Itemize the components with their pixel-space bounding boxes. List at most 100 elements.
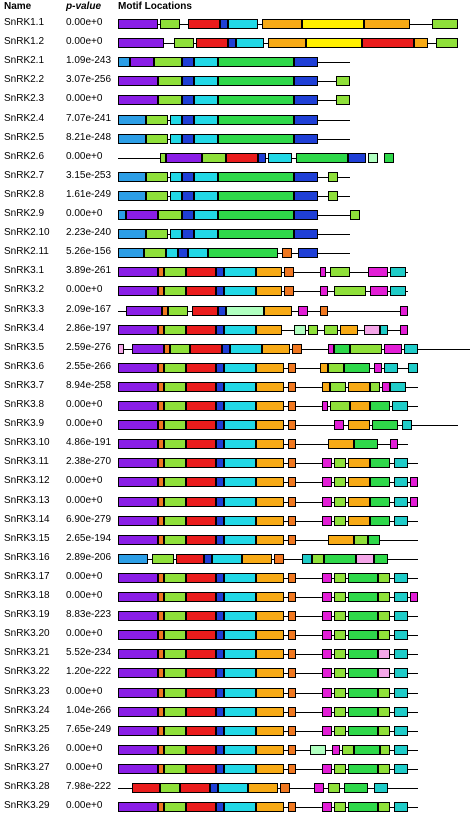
motif-block: [394, 763, 408, 774]
motif-block: [118, 802, 158, 813]
motif-block: [356, 553, 374, 564]
motif-block: [380, 744, 390, 755]
motif-block: [186, 744, 216, 755]
motif-block: [158, 725, 164, 736]
motif-block: [384, 152, 394, 163]
motif-block: [328, 362, 344, 373]
motif-block: [186, 381, 216, 392]
motif-block: [288, 458, 296, 469]
motif-block: [256, 706, 284, 717]
motif-block: [256, 630, 284, 641]
motif-block: [118, 458, 158, 469]
gene-name: SnRK3.19: [4, 609, 50, 621]
motif-block: [118, 248, 144, 259]
motif-block: [228, 19, 258, 29]
motif-block: [154, 57, 182, 68]
motif-block: [118, 401, 158, 411]
p-value: 2.86e-197: [66, 322, 112, 334]
motif-block: [382, 381, 390, 392]
p-value: 0.00e+0: [66, 36, 103, 48]
motif-block: [282, 248, 292, 259]
motif-block: [158, 210, 182, 220]
motif-block: [334, 477, 346, 488]
motif-block: [170, 229, 182, 240]
p-value: 0.00e+0: [66, 93, 103, 105]
p-value: 2.89e-206: [66, 551, 112, 563]
motif-block: [370, 477, 390, 488]
motif-block: [328, 343, 334, 354]
motif-block: [322, 706, 332, 717]
motif-block: [248, 783, 278, 793]
motif-block: [118, 649, 158, 660]
gene-name: SnRK2.2: [4, 74, 45, 86]
motif-block: [186, 267, 216, 278]
motif-block: [216, 439, 224, 450]
motif-block: [334, 802, 346, 813]
motif-block: [164, 362, 186, 373]
motif-block: [224, 362, 256, 373]
motif-block: [118, 38, 164, 49]
motif-block: [166, 152, 202, 163]
motif-block: [218, 210, 294, 220]
motif-block: [288, 611, 296, 622]
gene-name: SnRK3.26: [4, 742, 50, 754]
motif-block: [216, 630, 224, 641]
motif-block: [378, 802, 390, 813]
motif-block: [394, 592, 408, 602]
motif-block: [186, 439, 216, 450]
motif-block: [312, 553, 324, 564]
motif-block: [158, 744, 164, 755]
motif-block: [284, 286, 294, 297]
motif-block: [210, 783, 218, 793]
motif-block: [256, 439, 284, 450]
gene-name: SnRK3.25: [4, 723, 50, 735]
motif-block: [146, 171, 168, 182]
motif-block: [194, 114, 218, 125]
p-value: 0.00e+0: [66, 570, 103, 582]
motif-block: [394, 725, 408, 736]
motif-block: [118, 534, 158, 545]
motif-block: [230, 343, 262, 354]
motif-block: [320, 305, 328, 316]
motif-block: [334, 763, 346, 774]
motif-block: [158, 76, 182, 87]
motif-block: [186, 477, 216, 488]
motif-block: [370, 496, 390, 507]
motif-block: [218, 57, 294, 68]
motif-block: [164, 401, 186, 411]
motif-block: [126, 210, 158, 220]
motif-block: [216, 763, 224, 774]
p-value: 7.65e-249: [66, 723, 112, 735]
motif-block: [224, 668, 256, 679]
p-value: 1.04e-266: [66, 704, 112, 716]
motif-block: [216, 572, 224, 583]
motif-block: [216, 592, 224, 602]
motif-block: [182, 133, 194, 144]
motif-block: [158, 420, 164, 431]
motif-block: [256, 458, 284, 469]
motif-block: [394, 744, 408, 755]
motif-block: [334, 286, 366, 297]
motif-block: [216, 496, 224, 507]
motif-block: [324, 553, 356, 564]
motif-block: [380, 324, 388, 335]
motif-block: [216, 649, 224, 660]
motif-block: [294, 190, 318, 201]
gene-name: SnRK1.1: [4, 17, 45, 28]
motif-block: [158, 515, 164, 526]
motif-block: [404, 343, 418, 354]
motif-block: [344, 783, 368, 793]
motif-block: [186, 458, 216, 469]
motif-block: [322, 477, 332, 488]
motif-block: [130, 57, 154, 68]
motif-block: [348, 496, 370, 507]
motif-block: [170, 171, 182, 182]
motif-block: [400, 305, 408, 316]
motif-block: [158, 324, 164, 335]
motif-block: [224, 534, 256, 545]
motif-block: [322, 592, 332, 602]
motif-block: [118, 611, 158, 622]
gene-name: SnRK3.3: [4, 303, 45, 315]
motif-block: [334, 725, 346, 736]
motif-block: [364, 19, 410, 29]
